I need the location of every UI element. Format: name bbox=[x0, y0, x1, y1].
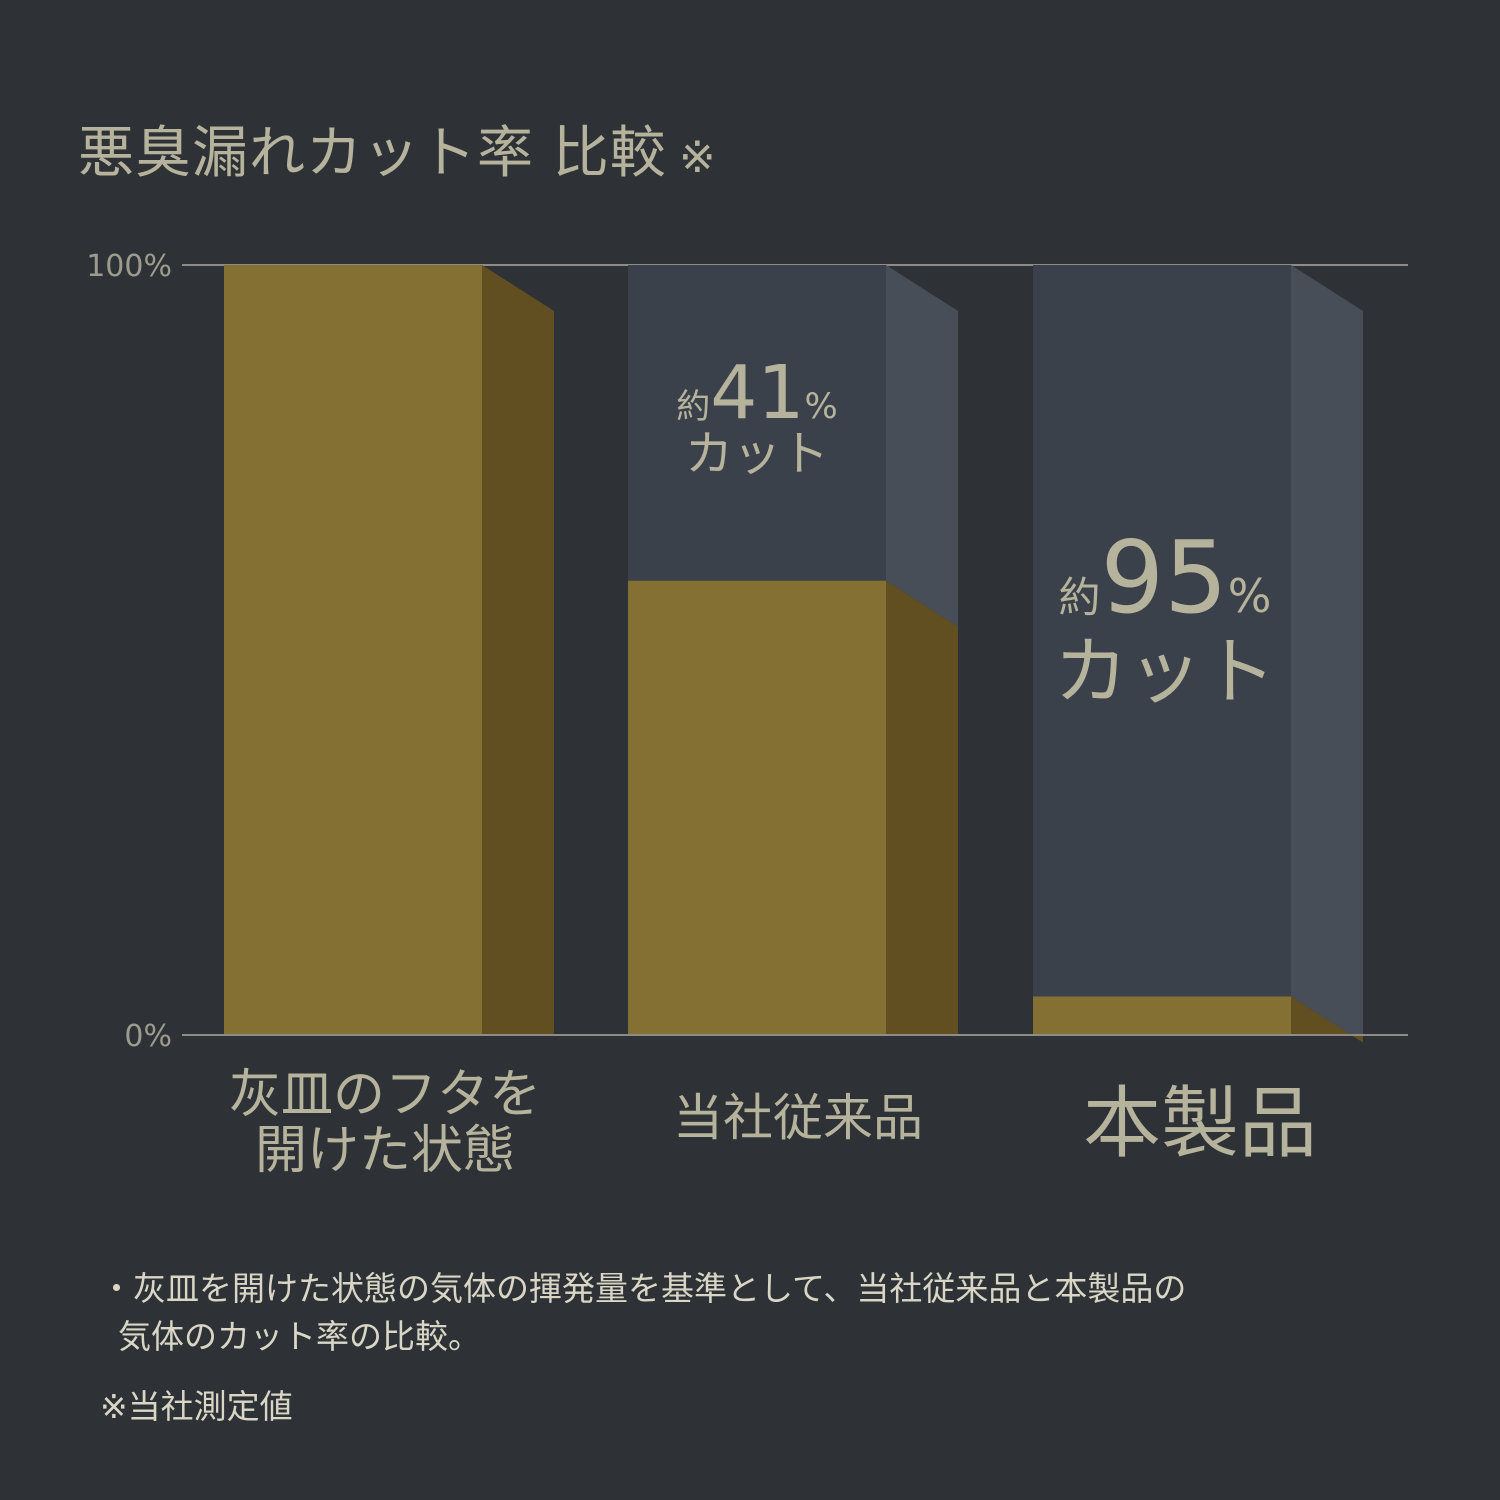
cut-label-text: カット bbox=[685, 426, 829, 482]
footnote-line-1: ・灰皿を開けた状態の気体の揮発量を基準として、当社従来品と本製品の bbox=[100, 1269, 1187, 1308]
category-label: 開けた状態 bbox=[255, 1121, 515, 1181]
cut-label-percent: 約95% bbox=[1059, 519, 1272, 636]
bar bbox=[1033, 996, 1291, 1035]
cut-segment-side bbox=[1291, 265, 1363, 1043]
bar-side bbox=[482, 265, 554, 1035]
y-tick-0: 0% bbox=[124, 1019, 172, 1054]
cut-label-percent: 約41% bbox=[676, 350, 837, 436]
bar-side bbox=[1291, 996, 1363, 1043]
title-footnote-mark: ※ bbox=[678, 132, 717, 183]
y-tick-100: 100% bbox=[86, 249, 172, 284]
cut-label-text: カット bbox=[1054, 629, 1276, 715]
footnote-line-2: 気体のカット率の比較。 bbox=[118, 1317, 481, 1356]
chart-title: 悪臭漏れカット率 比較 ※ bbox=[78, 108, 717, 189]
bar bbox=[628, 580, 886, 1035]
cut-segment-side bbox=[886, 265, 958, 627]
category-label: 本製品 bbox=[1083, 1079, 1317, 1169]
category-label: 当社従来品 bbox=[673, 1089, 923, 1147]
bar-side bbox=[886, 580, 958, 1035]
footnote-measurement: ※当社測定値 bbox=[100, 1387, 293, 1426]
cut-segment-front bbox=[628, 265, 886, 581]
bar bbox=[224, 265, 482, 1035]
chart-title-text: 悪臭漏れカット率 比較 bbox=[78, 121, 667, 186]
cut-segment-front bbox=[1033, 265, 1291, 997]
category-label: 灰皿のフタを bbox=[229, 1065, 541, 1125]
